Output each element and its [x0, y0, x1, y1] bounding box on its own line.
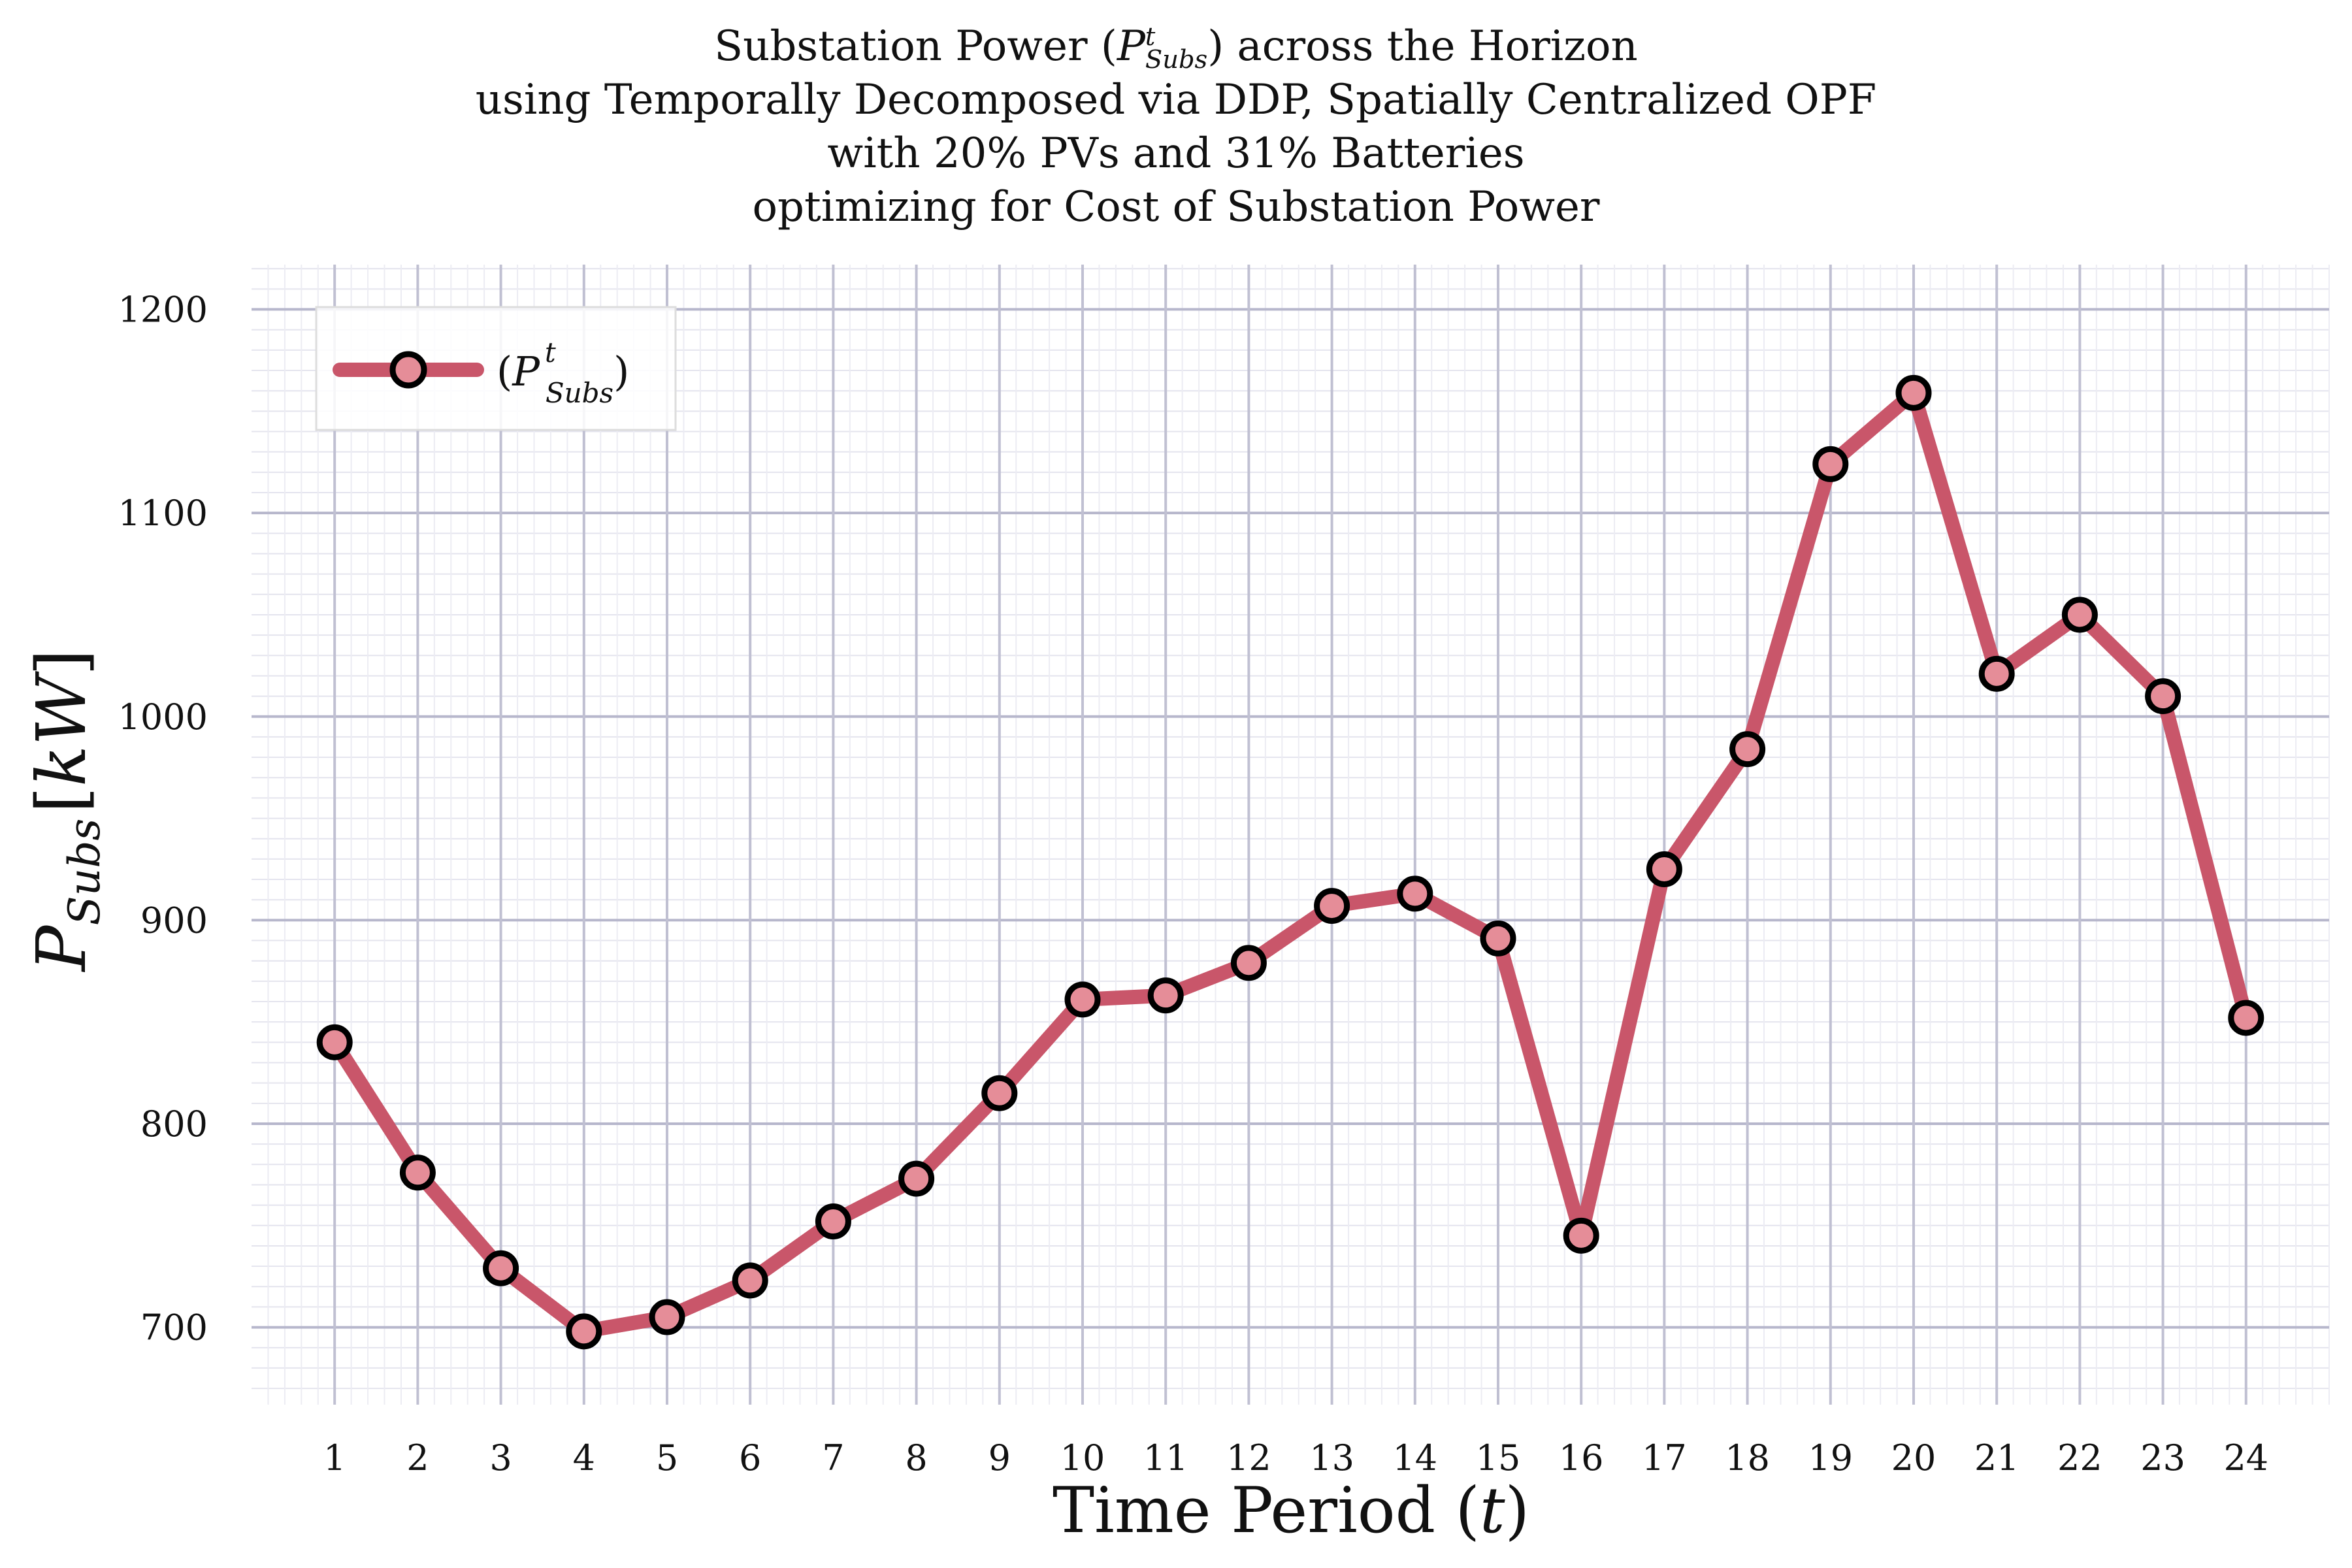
y-tick-label: 700: [140, 1307, 208, 1348]
x-tick-label: 15: [1476, 1437, 1521, 1478]
x-tick-label: 16: [1559, 1437, 1604, 1478]
data-point: [1230, 945, 1267, 981]
data-point: [1397, 875, 1433, 912]
x-tick-label: 23: [2140, 1437, 2185, 1478]
y-axis-label: PSubs[kW]: [22, 649, 110, 973]
title-line-4: optimizing for Cost of Substation Power: [752, 183, 1600, 231]
x-tick-label: 10: [1060, 1437, 1105, 1478]
x-tick-label: 6: [739, 1437, 761, 1478]
x-tick-label: 18: [1725, 1437, 1770, 1478]
data-point: [2145, 678, 2181, 715]
x-tick-label: 3: [489, 1437, 512, 1478]
chart-title: Substation Power (P t Subs) across the Hor…: [0, 20, 2352, 234]
data-point: [1812, 446, 1849, 482]
title-line-2: using Temporally Decomposed via DDP, Spa…: [475, 76, 1877, 124]
x-tick-label: 19: [1808, 1437, 1853, 1478]
y-tick-label: 900: [140, 900, 208, 941]
data-point: [898, 1160, 935, 1197]
data-point: [981, 1075, 1018, 1111]
svg-text:PSubs[kW]: PSubs[kW]: [22, 649, 110, 973]
x-tick-label: 8: [905, 1437, 927, 1478]
x-axis-label: Time Period (t): [1053, 1474, 1529, 1547]
x-tick-label: 7: [822, 1437, 844, 1478]
x-tick-label: 13: [1309, 1437, 1354, 1478]
y-tick-label: 1100: [118, 493, 208, 534]
data-point: [1147, 977, 1184, 1014]
data-point: [1480, 920, 1516, 956]
data-point: [566, 1313, 602, 1350]
x-tick-label: 5: [656, 1437, 678, 1478]
data-point: [1646, 851, 1682, 887]
x-tick-label: 21: [1974, 1437, 2019, 1478]
x-tick-label: 20: [1891, 1437, 1936, 1478]
x-tick-label: 4: [573, 1437, 595, 1478]
x-tick-label: 22: [2057, 1437, 2102, 1478]
data-point: [399, 1154, 436, 1191]
data-point: [483, 1250, 519, 1286]
x-tick-label: 9: [988, 1437, 1011, 1478]
data-point: [1895, 374, 1932, 411]
title-line-3: with 20% PVs and 31% Batteries: [827, 129, 1525, 178]
data-point: [732, 1262, 768, 1299]
minor-grid: [252, 265, 2330, 1405]
data-point: [815, 1203, 851, 1240]
data-point: [1064, 981, 1101, 1018]
major-grid: [252, 265, 2329, 1405]
x-tick-label: 11: [1143, 1437, 1188, 1478]
data-point: [1563, 1217, 1599, 1254]
y-tick-labels: 700 800 900 1000 1100 1200: [118, 289, 208, 1348]
x-tick-label: 24: [2223, 1437, 2268, 1478]
x-tick-label: 12: [1226, 1437, 1271, 1478]
legend: (P t Subs): [315, 306, 677, 431]
x-tick-label: 17: [1642, 1437, 1687, 1478]
title-line-1: Substation Power (P t Subs) across the Hor…: [714, 22, 1638, 74]
data-point: [1978, 655, 2015, 692]
x-tick-label: 1: [323, 1437, 346, 1478]
data-point: [2061, 596, 2098, 633]
data-point: [2228, 1000, 2264, 1036]
legend-marker-swatch: [389, 351, 427, 389]
x-tick-label: 14: [1392, 1437, 1437, 1478]
data-point: [316, 1024, 353, 1060]
y-tick-label: 1200: [118, 289, 208, 331]
y-tick-label: 800: [140, 1103, 208, 1145]
x-tick-labels: 1 2 3 4 5 6 7 8 9 10 11 12 13 14 15 16 17 18 19 20 21 22 23 24: [323, 1437, 2268, 1478]
y-tick-label: 1000: [118, 696, 208, 738]
x-tick-label: 2: [406, 1437, 429, 1478]
data-point: [649, 1299, 685, 1335]
data-point: [1729, 731, 1766, 768]
data-point: [1314, 888, 1350, 924]
series-layer: [316, 374, 2264, 1350]
